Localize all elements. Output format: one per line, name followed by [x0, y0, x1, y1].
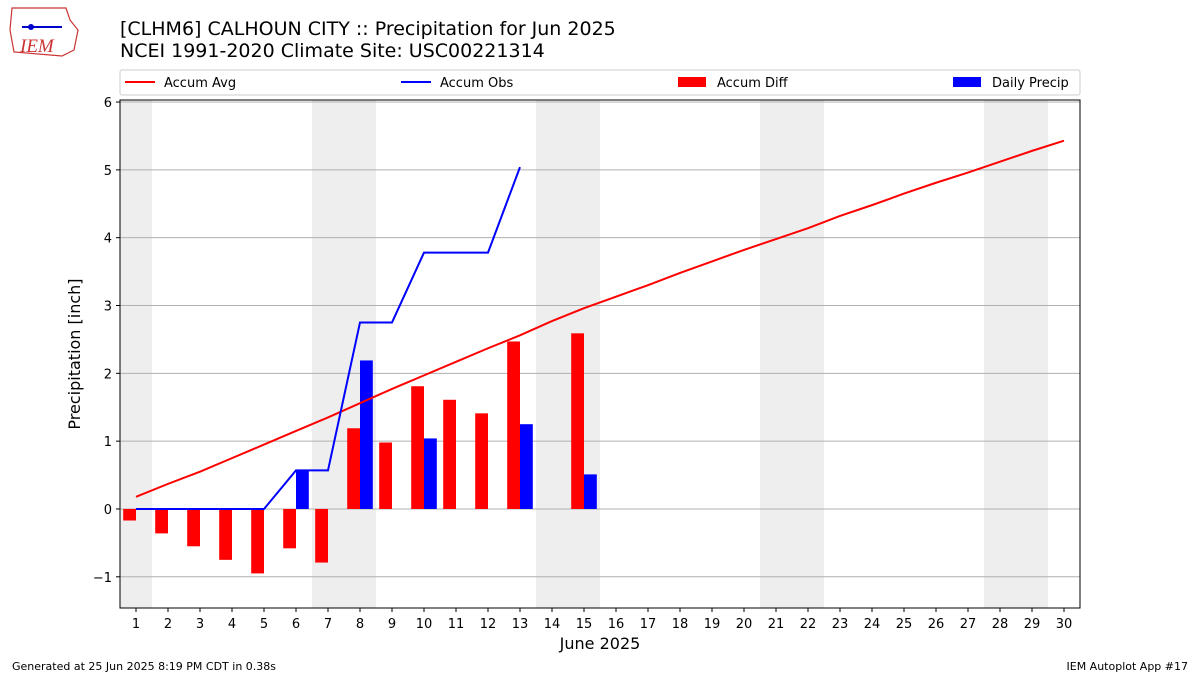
y-tick-label: 3: [104, 300, 112, 315]
x-tick-label: 24: [864, 617, 881, 632]
chart-subtitle: NCEI 1991-2020 Climate Site: USC00221314: [120, 40, 545, 62]
x-axis-label: June 2025: [559, 634, 641, 653]
bar: [296, 470, 309, 509]
bar: [584, 474, 597, 509]
legend-swatch: [953, 77, 981, 87]
bar: [360, 360, 373, 509]
legend-label: Accum Diff: [717, 76, 789, 91]
weekend-shade: [984, 100, 1048, 608]
weekend-shade: [120, 100, 152, 608]
y-tick-label: 0: [104, 503, 112, 518]
x-tick-label: 23: [832, 617, 849, 632]
x-tick-label: 4: [228, 617, 236, 632]
x-tick-label: 6: [292, 617, 300, 632]
x-tick-label: 19: [704, 617, 721, 632]
weekend-shade: [760, 100, 824, 608]
bar: [123, 508, 136, 521]
x-tick-label: 9: [388, 617, 396, 632]
x-tick-label: 2: [164, 617, 172, 632]
x-tick-label: 20: [736, 617, 753, 632]
line: [136, 166, 521, 510]
legend-label: Daily Precip: [992, 76, 1069, 91]
x-tick-label: 3: [196, 617, 204, 632]
x-tick-label: 13: [512, 617, 529, 632]
x-tick-label: 28: [992, 617, 1009, 632]
bar: [379, 442, 392, 509]
x-tick-label: 17: [640, 617, 657, 632]
bar: [155, 508, 168, 534]
bar: [520, 424, 533, 509]
logo: IEM: [9, 7, 79, 57]
y-tick-label: 2: [104, 367, 112, 382]
bar: [347, 428, 360, 509]
bar: [315, 508, 328, 563]
x-tick-label: 27: [960, 617, 977, 632]
footer-left: Generated at 25 Jun 2025 8:19 PM CDT in …: [12, 660, 276, 673]
bar: [187, 508, 200, 547]
bar: [251, 508, 264, 574]
legend-swatch: [678, 77, 706, 87]
y-tick-label: −1: [93, 571, 112, 586]
x-tick-label: 8: [356, 617, 364, 632]
x-tick-label: 21: [768, 617, 785, 632]
y-tick-label: 5: [104, 164, 112, 179]
footer-right: IEM Autoplot App #17: [1067, 660, 1189, 673]
x-tick-label: 5: [260, 617, 268, 632]
legend-label: Accum Obs: [440, 76, 513, 91]
y-tick-label: 4: [104, 232, 112, 247]
x-tick-label: 16: [608, 617, 625, 632]
legend: [119, 69, 1081, 96]
y-tick-label: 6: [104, 96, 112, 111]
x-tick-label: 26: [928, 617, 945, 632]
chart-title: [CLHM6] CALHOUN CITY :: Precipitation fo…: [120, 18, 616, 40]
x-tick-label: 18: [672, 617, 689, 632]
bar: [219, 508, 232, 560]
bar: [475, 413, 488, 509]
bar: [443, 399, 456, 509]
x-tick-label: 22: [800, 617, 817, 632]
x-tick-label: 30: [1056, 617, 1073, 632]
bar: [571, 333, 584, 509]
logo-text: IEM: [19, 36, 55, 57]
x-tick-label: 10: [416, 617, 433, 632]
x-tick-label: 1: [132, 617, 140, 632]
bar: [424, 438, 437, 509]
bar: [283, 508, 296, 549]
weekend-shade: [536, 100, 600, 608]
line: [135, 139, 1065, 498]
y-axis-label: Precipitation [inch]: [65, 278, 84, 429]
y-tick-label: 1: [104, 435, 112, 450]
x-tick-label: 15: [576, 617, 593, 632]
x-tick-label: 25: [896, 617, 913, 632]
bar: [507, 341, 520, 509]
x-tick-label: 7: [324, 617, 332, 632]
x-tick-label: 12: [480, 617, 497, 632]
bar: [411, 386, 424, 509]
x-tick-label: 11: [448, 617, 465, 632]
plot-frame: [119, 99, 1081, 609]
x-tick-label: 29: [1024, 617, 1041, 632]
x-tick-label: 14: [544, 617, 561, 632]
legend-label: Accum Avg: [164, 76, 236, 91]
